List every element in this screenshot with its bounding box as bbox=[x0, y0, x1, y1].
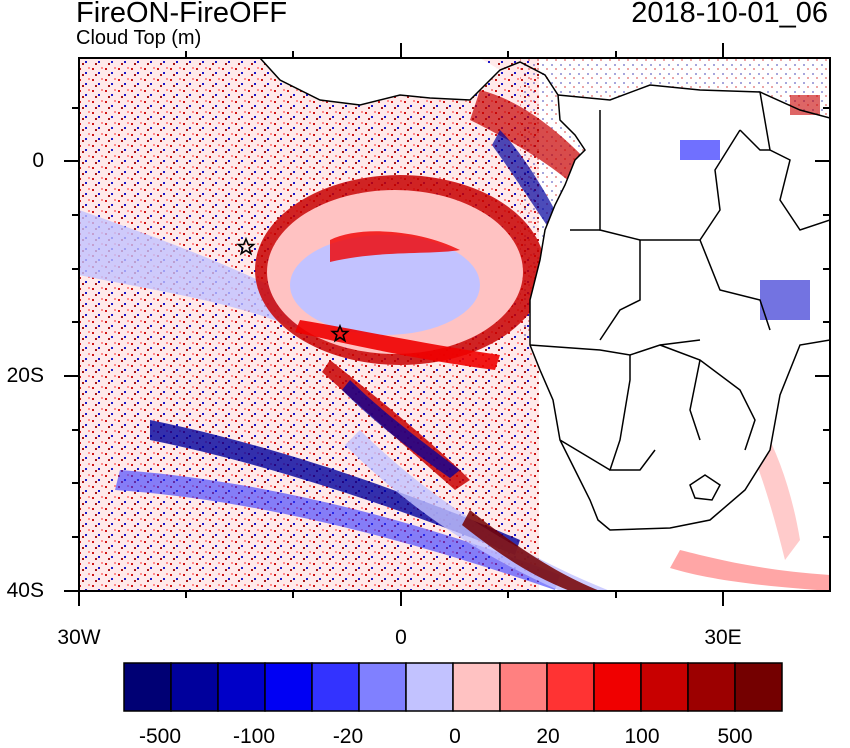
star-marker bbox=[330, 323, 350, 343]
colorbar-swatch bbox=[734, 662, 783, 712]
colorbar-label: -500 bbox=[138, 725, 182, 748]
colorbar-swatch bbox=[170, 662, 219, 712]
colorbar bbox=[123, 662, 783, 712]
colorbar-swatch bbox=[264, 662, 313, 712]
colorbar-swatch bbox=[358, 662, 407, 712]
y-tick-label: 20S bbox=[6, 364, 44, 387]
colorbar-swatch bbox=[499, 662, 548, 712]
colorbar-label: -100 bbox=[232, 725, 276, 748]
star-markers bbox=[236, 236, 350, 343]
colorbar-swatch bbox=[452, 662, 501, 712]
x-tick-label: 30E bbox=[704, 626, 742, 649]
colorbar-swatch bbox=[405, 662, 454, 712]
colorbar-swatch bbox=[217, 662, 266, 712]
colorbar-swatch bbox=[640, 662, 689, 712]
y-tick-label: 0 bbox=[32, 149, 44, 172]
y-tick-label: 40S bbox=[6, 579, 44, 602]
axis-ticks bbox=[64, 43, 830, 606]
x-tick-label: 30W bbox=[57, 626, 101, 649]
colorbar-swatch bbox=[546, 662, 595, 712]
plot-date: 2018-10-01_06 bbox=[631, 0, 828, 29]
colorbar-label: 20 bbox=[536, 725, 560, 748]
colorbar-label: 0 bbox=[449, 725, 461, 748]
star-marker bbox=[236, 236, 256, 256]
x-tick-label: 0 bbox=[395, 626, 407, 649]
colorbar-label: 100 bbox=[624, 725, 660, 748]
plot-subtitle: Cloud Top (m) bbox=[76, 27, 202, 49]
colorbar-swatch bbox=[123, 662, 172, 712]
colorbar-swatch bbox=[593, 662, 642, 712]
colorbar-label: -20 bbox=[332, 725, 364, 748]
coastline-borders bbox=[259, 58, 830, 531]
map-frame bbox=[78, 57, 831, 592]
colorbar-swatch bbox=[687, 662, 736, 712]
colorbar-label: 500 bbox=[717, 725, 753, 748]
colorbar-swatch bbox=[311, 662, 360, 712]
plot-title: FireON-FireOFF bbox=[76, 0, 288, 29]
cloud-top-difference-field bbox=[79, 58, 830, 591]
